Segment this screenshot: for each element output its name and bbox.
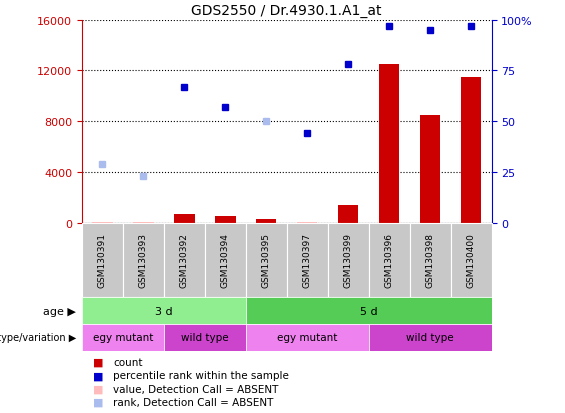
- Bar: [369, 324, 492, 351]
- Bar: [82, 297, 246, 324]
- Bar: [164, 324, 246, 351]
- Bar: [82, 324, 164, 351]
- Text: GSM130392: GSM130392: [180, 233, 189, 287]
- Bar: [338, 205, 358, 223]
- Bar: [246, 324, 369, 351]
- Text: GSM130399: GSM130399: [344, 233, 353, 287]
- Text: percentile rank within the sample: percentile rank within the sample: [113, 370, 289, 380]
- Text: GSM130393: GSM130393: [139, 233, 148, 287]
- Bar: [133, 222, 154, 223]
- Text: wild type: wild type: [406, 332, 454, 343]
- Bar: [461, 78, 481, 223]
- Text: wild type: wild type: [181, 332, 229, 343]
- Text: GSM130395: GSM130395: [262, 233, 271, 287]
- Text: GSM130397: GSM130397: [303, 233, 312, 287]
- Text: value, Detection Call = ABSENT: value, Detection Call = ABSENT: [113, 384, 279, 394]
- Text: age ▶: age ▶: [44, 306, 76, 316]
- Bar: [256, 219, 276, 223]
- Text: 3 d: 3 d: [155, 306, 173, 316]
- Bar: [420, 116, 440, 223]
- Text: ■: ■: [93, 370, 104, 380]
- Bar: [410, 223, 451, 297]
- Bar: [379, 65, 399, 223]
- Bar: [246, 223, 287, 297]
- Text: GSM130394: GSM130394: [221, 233, 230, 287]
- Text: ■: ■: [93, 357, 104, 367]
- Bar: [369, 223, 410, 297]
- Text: GSM130400: GSM130400: [467, 233, 476, 287]
- Text: rank, Detection Call = ABSENT: rank, Detection Call = ABSENT: [113, 397, 273, 407]
- Bar: [287, 223, 328, 297]
- Bar: [174, 214, 194, 223]
- Text: GSM130396: GSM130396: [385, 233, 394, 287]
- Bar: [82, 223, 123, 297]
- Bar: [328, 223, 369, 297]
- Text: egy mutant: egy mutant: [277, 332, 337, 343]
- Text: 5 d: 5 d: [360, 306, 377, 316]
- Bar: [297, 222, 318, 223]
- Text: count: count: [113, 357, 142, 367]
- Bar: [164, 223, 205, 297]
- Text: GSM130391: GSM130391: [98, 233, 107, 287]
- Text: genotype/variation ▶: genotype/variation ▶: [0, 332, 76, 343]
- Bar: [205, 223, 246, 297]
- Text: GSM130398: GSM130398: [425, 233, 434, 287]
- Bar: [215, 217, 236, 223]
- Bar: [246, 297, 492, 324]
- Text: ■: ■: [93, 397, 104, 407]
- Title: GDS2550 / Dr.4930.1.A1_at: GDS2550 / Dr.4930.1.A1_at: [192, 4, 382, 18]
- Text: ■: ■: [93, 384, 104, 394]
- Text: egy mutant: egy mutant: [93, 332, 153, 343]
- Bar: [123, 223, 164, 297]
- Bar: [451, 223, 492, 297]
- Bar: [92, 222, 112, 223]
